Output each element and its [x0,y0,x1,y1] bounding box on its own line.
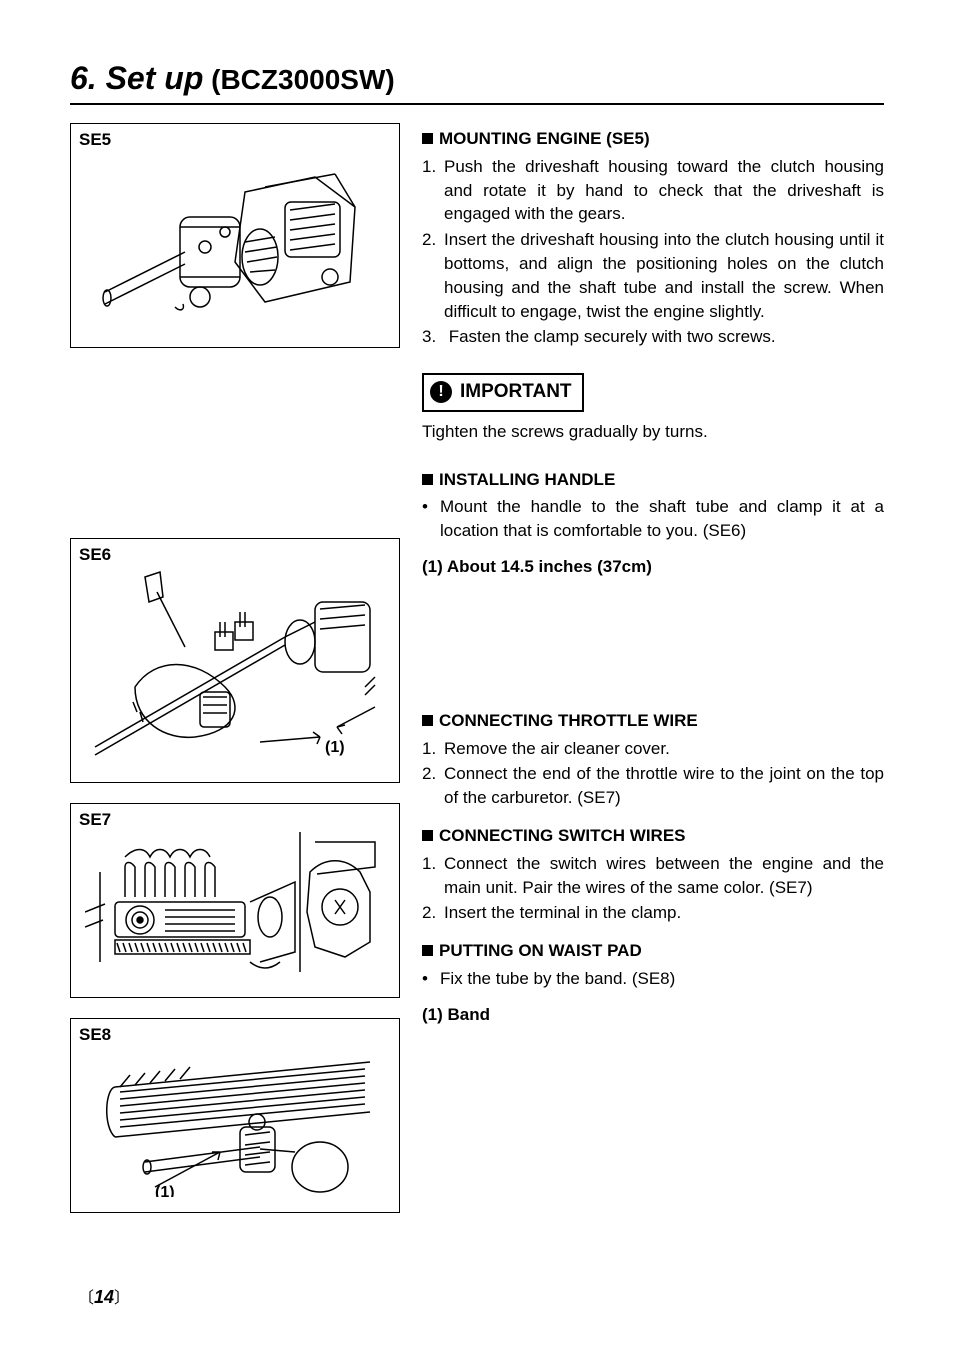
switch-item-1-text: Connect the switch wires between the eng… [444,854,884,897]
figure-se6: SE6 [70,538,400,783]
figure-se8-label: SE8 [79,1025,111,1045]
mounting-item-3-text: Fasten the clamp securely with two screw… [444,327,776,346]
heading-switch-text: CONNECTING SWITCH WIRES [439,826,686,845]
mounting-item-3: 3. Fasten the clamp securely with two sc… [422,325,884,349]
heading-handle-text: INSTALLING HANDLE [439,470,615,489]
page-number-bracket-open: 〔 [78,1290,94,1307]
figure-se7-label: SE7 [79,810,111,830]
throttle-item-1: 1.Remove the air cleaner cover. [422,737,884,761]
heading-throttle: CONNECTING THROTTLE WIRE [422,709,884,733]
throttle-item-1-text: Remove the air cleaner cover. [444,739,670,758]
list-number: 2. [422,901,444,925]
page-title: 6. Set up (BCZ3000SW) [70,60,884,97]
square-bullet-icon [422,945,433,956]
list-number: 2. [422,228,444,252]
figure-se5-label: SE5 [79,130,111,150]
square-bullet-icon [422,830,433,841]
square-bullet-icon [422,133,433,144]
mounting-item-1: 1.Push the driveshaft housing toward the… [422,155,884,226]
throttle-item-2-text: Connect the end of the throttle wire to … [444,764,884,807]
figure-se8: SE8 [70,1018,400,1213]
figure-se6-svg: (1) [85,547,385,767]
mounting-list: 1.Push the driveshaft housing toward the… [422,155,884,349]
mounting-item-2: 2.Insert the driveshaft housing into the… [422,228,884,323]
bullet-dot: • [422,495,440,519]
figure-se5: SE5 [70,123,400,348]
waist-list: •Fix the tube by the band. (SE8) [422,967,884,991]
figure-se6-label: SE6 [79,545,111,565]
page-number-value: 14 [94,1287,114,1307]
heading-switch: CONNECTING SWITCH WIRES [422,824,884,848]
list-number: 2. [422,762,444,786]
list-number: 1. [422,852,444,876]
square-bullet-icon [422,715,433,726]
waist-bullet: •Fix the tube by the band. (SE8) [422,967,884,991]
handle-note: (1) About 14.5 inches (37cm) [422,555,884,579]
waist-bullet-text: Fix the tube by the band. (SE8) [440,969,675,988]
figure-se7-svg [85,812,385,982]
list-number: 1. [422,737,444,761]
list-number: 1. [422,155,444,179]
figure-se5-svg [85,132,385,332]
figures-column: SE5 [70,123,400,1213]
figure-se6-callout: (1) [325,739,345,756]
title-sub: (BCZ3000SW) [203,64,394,95]
handle-bullet: •Mount the handle to the shaft tube and … [422,495,884,543]
text-column: MOUNTING ENGINE (SE5) 1.Push the drivesh… [422,123,884,1213]
heading-waist: PUTTING ON WAIST PAD [422,939,884,963]
throttle-item-2: 2.Connect the end of the throttle wire t… [422,762,884,810]
throttle-list: 1.Remove the air cleaner cover. 2.Connec… [422,737,884,810]
title-rule [70,103,884,105]
important-box: ! IMPORTANT [422,373,584,412]
heading-mounting: MOUNTING ENGINE (SE5) [422,127,884,151]
exclamation-icon: ! [430,381,452,403]
mounting-item-1-text: Push the driveshaft housing toward the c… [444,157,884,224]
page-number: 〔14〕 [78,1284,130,1308]
heading-mounting-text: MOUNTING ENGINE (SE5) [439,129,650,148]
figure-se8-svg: (1) [85,1027,385,1197]
waist-note: (1) Band [422,1003,884,1027]
switch-item-2: 2.Insert the terminal in the clamp. [422,901,884,925]
figure-se8-callout: (1) [155,1184,175,1197]
heading-throttle-text: CONNECTING THROTTLE WIRE [439,711,698,730]
switch-list: 1.Connect the switch wires between the e… [422,852,884,925]
mounting-item-2-text: Insert the driveshaft housing into the c… [444,230,884,320]
important-text: Tighten the screws gradually by turns. [422,420,884,444]
handle-list: •Mount the handle to the shaft tube and … [422,495,884,543]
spacer [70,368,400,518]
square-bullet-icon [422,474,433,485]
switch-item-2-text: Insert the terminal in the clamp. [444,903,681,922]
bullet-dot: • [422,967,440,991]
handle-bullet-text: Mount the handle to the shaft tube and c… [440,497,884,540]
important-label: IMPORTANT [460,379,572,406]
switch-item-1: 1.Connect the switch wires between the e… [422,852,884,900]
figure-se7: SE7 [70,803,400,998]
title-main: 6. Set up [70,60,203,96]
page-number-bracket-close: 〕 [114,1290,130,1307]
heading-handle: INSTALLING HANDLE [422,468,884,492]
list-number: 3. [422,325,444,349]
heading-waist-text: PUTTING ON WAIST PAD [439,941,642,960]
content-columns: SE5 [70,123,884,1213]
